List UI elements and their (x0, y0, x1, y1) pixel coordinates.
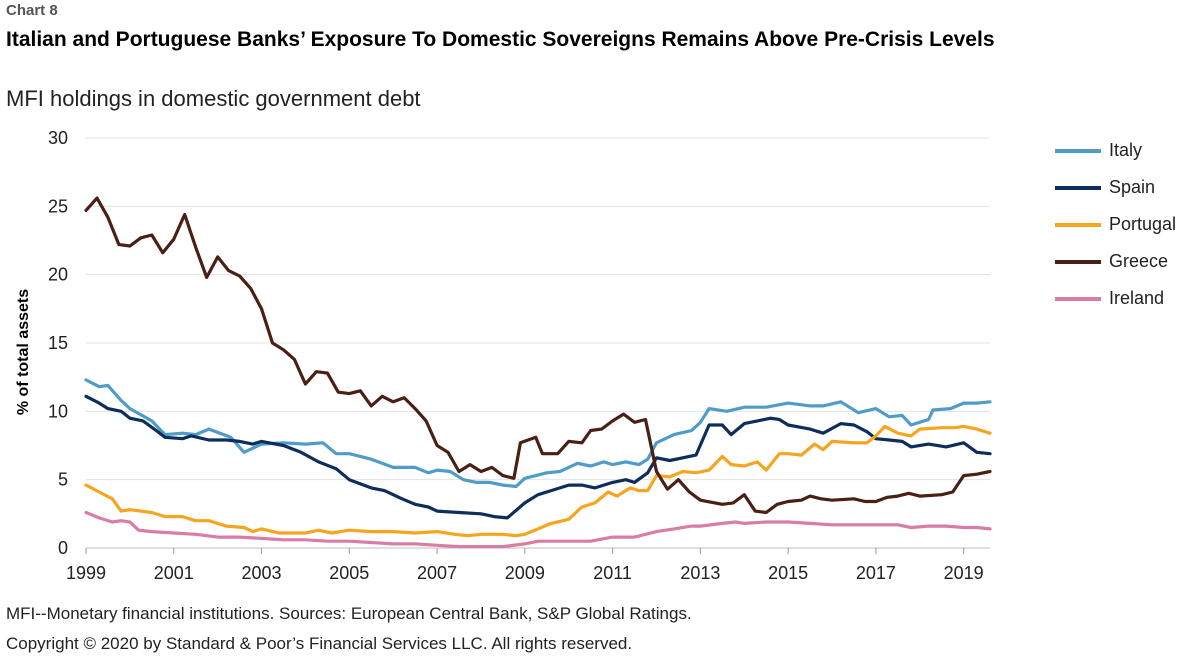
legend-swatch (1055, 296, 1101, 301)
legend-label: Spain (1109, 177, 1156, 197)
legend-label: Portugal (1109, 214, 1177, 234)
y-tick-label: 10 (48, 401, 68, 421)
legend-item-ireland: Ireland (1055, 280, 1176, 317)
y-tick-label: 0 (58, 538, 68, 558)
legend-item-portugal: Portugal (1055, 206, 1176, 243)
legend-swatch (1055, 148, 1101, 153)
legend: Italy Spain Portugal Greece Ireland (1055, 132, 1176, 317)
series-line-ireland (84, 510, 992, 549)
x-tick-label: 2007 (417, 563, 457, 583)
series-line-greece (84, 196, 992, 515)
x-tick-label: 2019 (944, 563, 984, 583)
x-tick-label: 2011 (593, 563, 632, 583)
x-tick-label: 2005 (329, 563, 369, 583)
x-tick-label: 2001 (154, 563, 194, 583)
series-line-italy (84, 378, 992, 489)
legend-swatch (1055, 222, 1101, 227)
y-tick-label: 15 (48, 333, 68, 353)
copyright: Copyright © 2020 by Standard & Poor’s Fi… (6, 634, 633, 653)
legend-swatch (1055, 185, 1101, 190)
legend-label: Greece (1109, 251, 1169, 271)
chart-title: Italian and Portuguese Banks’ Exposure T… (6, 28, 995, 51)
legend-label: Italy (1109, 140, 1143, 160)
legend-label: Ireland (1109, 288, 1165, 308)
footnote: MFI--Monetary financial institutions. So… (6, 604, 692, 623)
y-tick-label: 30 (48, 128, 68, 148)
legend-item-italy: Italy (1055, 132, 1176, 169)
legend-swatch (1055, 259, 1101, 264)
series-line-portugal (84, 424, 992, 538)
x-tick-label: 1999 (66, 563, 106, 583)
y-tick-label: 5 (58, 470, 68, 490)
chart-label: Chart 8 (6, 2, 58, 19)
y-tick-label: 20 (48, 265, 68, 285)
chart-subtitle: MFI holdings in domestic government debt (6, 86, 421, 111)
x-tick-label: 2013 (680, 563, 720, 583)
x-tick-label: 2009 (505, 563, 545, 583)
legend-item-greece: Greece (1055, 243, 1176, 280)
x-tick-label: 2017 (856, 563, 896, 583)
legend-item-spain: Spain (1055, 169, 1176, 206)
x-tick-label: 2015 (768, 563, 808, 583)
series-line-spain (84, 394, 992, 520)
x-tick-label: 2003 (242, 563, 282, 583)
y-tick-label: 25 (48, 196, 68, 216)
